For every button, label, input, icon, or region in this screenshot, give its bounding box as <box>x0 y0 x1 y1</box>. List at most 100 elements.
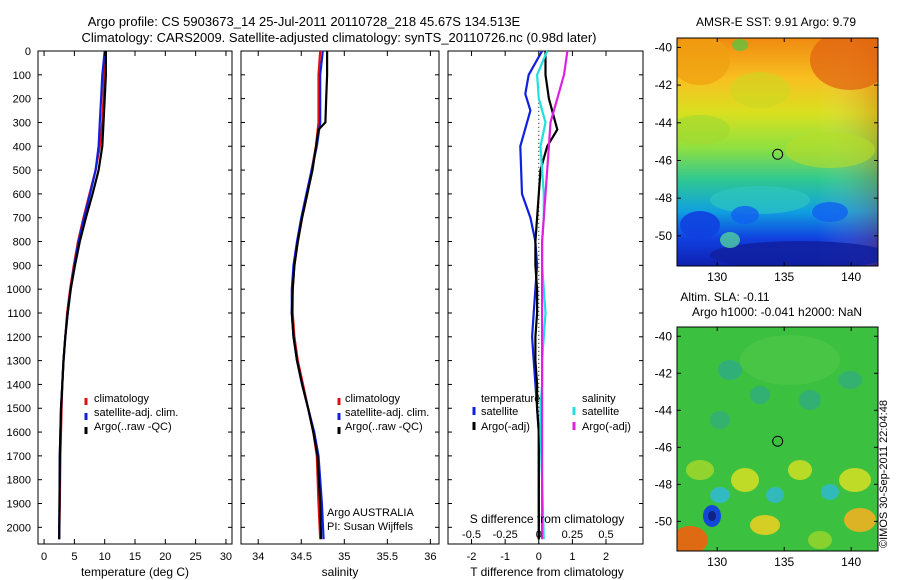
lon-tick-label: 130 <box>707 555 727 569</box>
series-line-argo-adj--3 <box>540 50 569 540</box>
salinity-xlabel: salinity <box>322 565 359 579</box>
salinity-legend: climatology satellite-adj. clim. Argo(..… <box>337 393 429 434</box>
figure-title-line1: Argo profile: CS 5903673_14 25-Jul-2011 … <box>88 14 521 29</box>
y-tick-label: 1000 <box>7 284 31 296</box>
lat-tick-label: -50 <box>655 229 673 243</box>
y-tick-label: 1400 <box>7 379 31 391</box>
y-tick-label: 1100 <box>7 308 31 320</box>
argo-position-marker <box>772 148 784 160</box>
lon-tick-label: 140 <box>841 555 861 569</box>
y-tick-label: 100 <box>13 70 31 82</box>
legend-climatology: climatology <box>345 393 401 405</box>
s-tick-label: 0.25 <box>562 529 583 541</box>
x-tick-label: 36 <box>424 551 436 563</box>
y-tick-label: 200 <box>13 94 31 106</box>
legend-argo: Argo(..raw -QC) <box>345 421 423 433</box>
x-tick-label: 35 <box>338 551 350 563</box>
x-tick-label: -1 <box>500 551 510 563</box>
figure-title-line2: Climatology: CARS2009. Satellite-adjuste… <box>82 30 597 45</box>
legend-t-satellite: satellite <box>481 406 518 418</box>
lon-tick-label: 135 <box>774 270 794 284</box>
x-tick-label: 10 <box>99 551 111 563</box>
series-line-climatology-0 <box>58 50 106 540</box>
sla-map-panel: Altim. SLA: -0.11 Argo h1000: -0.041 h20… <box>655 290 879 569</box>
y-tick-label: 600 <box>13 189 31 201</box>
y-tick-label: 0 <box>25 46 31 58</box>
s-tick-label: -0.25 <box>493 529 518 541</box>
x-tick-label: 0 <box>536 551 542 563</box>
sst-map-panel: AMSR-E SST: 9.91 Argo: 9.79 130 135 140 -40… <box>655 15 879 284</box>
series-line-climatology-0 <box>291 50 322 540</box>
lat-tick-label: -46 <box>655 440 673 454</box>
legend-satellite-adj: satellite-adj. clim. <box>345 407 429 419</box>
s-tick-label: 0 <box>536 529 542 541</box>
sla-heatmap <box>677 327 878 551</box>
difference-profile-panel: -2 -1 0 1 2 S difference from climatology -0… <box>447 50 644 579</box>
x-tick-label: -2 <box>467 551 477 563</box>
x-tick-label: 34 <box>252 551 264 563</box>
temperature-xlabel: temperature (deg C) <box>81 565 189 579</box>
s-tick-label: -0.5 <box>462 529 481 541</box>
t-difference-xlabel: T difference from climatology <box>470 565 624 579</box>
salinity-plot-frame <box>240 50 440 545</box>
legend-temperature-title: temperature <box>481 393 540 405</box>
lat-tick-label: -48 <box>655 477 673 491</box>
lat-tick-label: -46 <box>655 153 673 167</box>
series-line-argo-raw-qc--2 <box>58 51 108 540</box>
difference-legend: temperature satellite Argo(-adj) salinit… <box>472 393 631 433</box>
y-tick-label: 800 <box>13 237 31 249</box>
lat-tick-label: -40 <box>655 40 673 54</box>
legend-t-argo: Argo(-adj) <box>481 421 530 433</box>
legend-salinity-title: salinity <box>582 393 616 405</box>
sla-map-title-line1: Altim. SLA: -0.11 <box>680 290 769 304</box>
sst-heatmap <box>677 38 878 266</box>
sst-map-title: AMSR-E SST: 9.91 Argo: 9.79 <box>696 15 856 29</box>
legend-s-satellite: satellite <box>582 406 619 418</box>
x-tick-label: 30 <box>220 551 232 563</box>
lon-tick-label: 135 <box>774 555 794 569</box>
x-tick-label: 2 <box>603 551 609 563</box>
temperature-legend: climatology satellite-adj. clim. Argo(..… <box>84 393 178 434</box>
x-tick-label: 25 <box>190 551 202 563</box>
s-difference-label: S difference from climatology <box>470 512 625 526</box>
argo-program-annotation: Argo AUSTRALIA <box>327 507 414 519</box>
y-tick-label: 1300 <box>7 356 31 368</box>
x-tick-label: 20 <box>159 551 171 563</box>
legend-argo: Argo(..raw -QC) <box>94 421 172 433</box>
lat-tick-label: -44 <box>655 403 673 417</box>
x-tick-label: 0 <box>41 551 47 563</box>
y-tick-label: 500 <box>13 165 31 177</box>
lat-tick-label: -48 <box>655 191 673 205</box>
lon-tick-label: 130 <box>707 270 727 284</box>
lat-tick-label: -42 <box>655 78 673 92</box>
y-tick-label: 700 <box>13 213 31 225</box>
argo-pi-annotation: PI: Susan Wijffels <box>327 521 413 533</box>
lon-tick-label: 140 <box>841 270 861 284</box>
imos-timestamp-text: ©IMOS 30-Sep-2011 22:04:48 <box>878 400 890 548</box>
x-tick-label: 1 <box>569 551 575 563</box>
legend-s-argo: Argo(-adj) <box>582 421 631 433</box>
y-tick-label: 1600 <box>7 427 31 439</box>
x-tick-label: 35.5 <box>377 551 398 563</box>
series-line-satellite-adj-clim--1 <box>58 50 106 540</box>
y-tick-label: 1900 <box>7 499 31 511</box>
sst-map-frame <box>676 37 879 267</box>
x-tick-label: 15 <box>129 551 141 563</box>
series-line-argo-raw-qc--2 <box>290 51 329 540</box>
y-tick-label: 1200 <box>7 332 31 344</box>
y-tick-label: 2000 <box>7 522 31 534</box>
y-tick-label: 1800 <box>7 475 31 487</box>
temperature-profile-panel: 0 5 10 15 20 25 300100200300400500600700800900… <box>7 46 233 579</box>
lat-tick-label: -40 <box>655 329 673 343</box>
y-tick-label: 1700 <box>7 451 31 463</box>
sla-map-title-line2: Argo h1000: -0.041 h2000: NaN <box>692 305 862 319</box>
x-tick-label: 5 <box>71 551 77 563</box>
series-line-argo-adj--1 <box>534 51 559 540</box>
y-tick-label: 300 <box>13 117 31 129</box>
temperature-plot-frame <box>37 50 233 545</box>
argo-position-marker <box>772 435 784 447</box>
s-tick-label: 0.5 <box>598 529 613 541</box>
lat-tick-label: -44 <box>655 116 673 130</box>
salinity-profile-panel: 34 34.5 35 35.5 36 salinity climatology sate… <box>240 50 440 579</box>
